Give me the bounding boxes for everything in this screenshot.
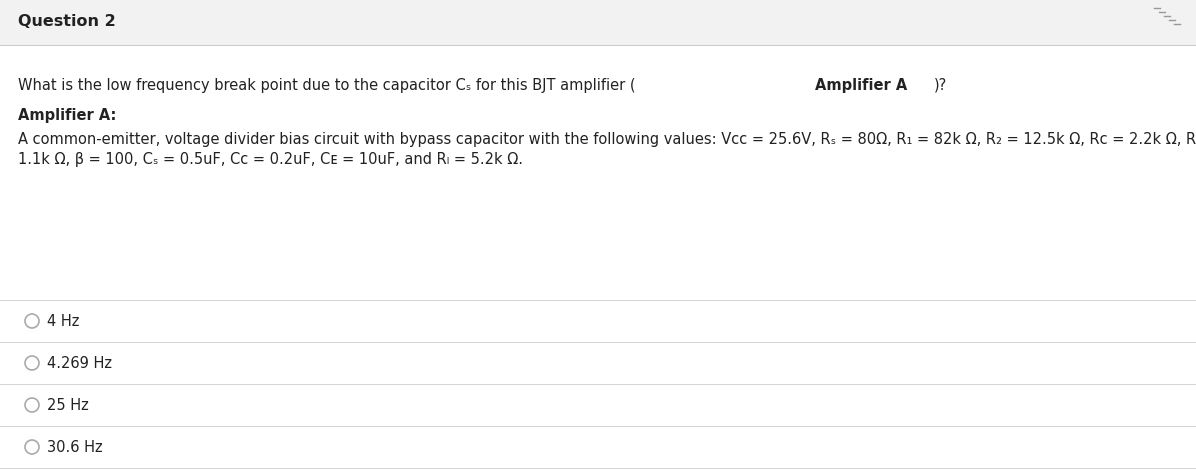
Text: Amplifier A: Amplifier A [814,78,908,93]
Text: 4 Hz: 4 Hz [47,313,79,329]
Text: Question 2: Question 2 [18,15,116,29]
Text: A common-emitter, voltage divider bias circuit with bypass capacitor with the fo: A common-emitter, voltage divider bias c… [18,132,1196,147]
Text: 30.6 Hz: 30.6 Hz [47,439,103,455]
Text: 4.269 Hz: 4.269 Hz [47,355,112,371]
Text: Amplifier A:: Amplifier A: [18,108,116,123]
Text: 25 Hz: 25 Hz [47,397,89,413]
Bar [0,0,1196,45]
Text: 1.1k Ω, β = 100, Cₛ = 0.5uF, Cᴄ = 0.2uF, Cᴇ = 10uF, and Rₗ = 5.2k Ω.: 1.1k Ω, β = 100, Cₛ = 0.5uF, Cᴄ = 0.2uF,… [18,152,523,167]
Text: What is the low frequency break point due to the capacitor Cₛ for this BJT ampli: What is the low frequency break point du… [18,78,635,93]
Text: )?: )? [934,78,947,93]
